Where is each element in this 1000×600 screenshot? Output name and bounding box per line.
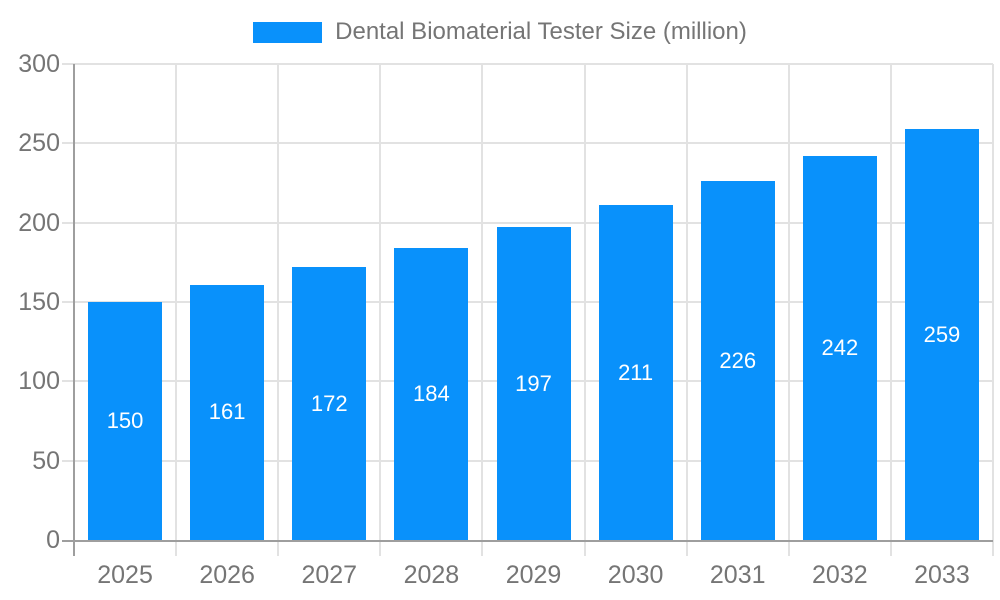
bar-value-label: 226 <box>719 347 757 373</box>
gridline-vertical <box>583 64 586 556</box>
gridline-horizontal <box>62 63 993 65</box>
bar-value-label: 184 <box>413 381 450 407</box>
bar-value-label: 211 <box>618 359 654 385</box>
bar-2028[interactable] <box>394 248 469 540</box>
y-tick-label: 50 <box>32 446 60 475</box>
legend-item[interactable]: Dental Biomaterial Tester Size (million) <box>253 18 747 46</box>
y-tick-label: 0 <box>46 526 60 554</box>
gridline-vertical <box>992 64 994 556</box>
bar-2030[interactable] <box>598 205 673 540</box>
bar-2032[interactable] <box>802 156 877 540</box>
bar-2027[interactable] <box>292 267 367 540</box>
x-axis-line <box>62 540 993 542</box>
x-tick-label: 2032 <box>812 561 868 589</box>
y-axis-line <box>73 64 75 556</box>
bar-2025[interactable] <box>88 302 163 540</box>
gridline-horizontal <box>62 142 993 145</box>
gridline-vertical <box>379 64 382 556</box>
y-tick-label: 150 <box>18 288 60 316</box>
x-tick-label: 2025 <box>97 561 153 589</box>
x-tick-label: 2033 <box>914 561 970 589</box>
gridline-horizontal <box>62 221 993 224</box>
bar-2026[interactable] <box>190 284 265 540</box>
bar-value-label: 172 <box>310 390 348 416</box>
x-tick-label: 2028 <box>403 561 460 589</box>
x-tick-label: 2026 <box>199 561 255 589</box>
bar-value-label: 242 <box>821 335 859 360</box>
bar-2033[interactable] <box>904 129 979 540</box>
y-tick-label: 250 <box>18 129 60 158</box>
legend-label: Dental Biomaterial Tester Size (million) <box>335 18 747 45</box>
bar-2029[interactable] <box>496 227 571 540</box>
x-tick-label: 2029 <box>505 561 562 589</box>
x-tick-label: 2027 <box>301 561 358 589</box>
gridline-vertical <box>481 64 484 556</box>
gridline-vertical <box>685 64 688 556</box>
y-tick-label: 300 <box>18 50 60 78</box>
bar-value-label: 259 <box>923 321 961 347</box>
gridline-vertical <box>175 64 178 556</box>
gridline-vertical <box>787 64 790 556</box>
gridline-vertical <box>889 64 892 556</box>
bar-value-label: 197 <box>515 370 552 396</box>
bar-2031[interactable] <box>700 181 775 540</box>
legend: Dental Biomaterial Tester Size (million) <box>0 18 1000 46</box>
bar-value-label: 150 <box>106 408 144 433</box>
gridline-vertical <box>277 64 280 556</box>
bar-value-label: 161 <box>208 399 246 425</box>
x-tick-label: 2031 <box>709 561 766 589</box>
y-tick-label: 100 <box>18 367 60 396</box>
x-tick-label: 2030 <box>607 561 664 589</box>
legend-swatch-icon <box>253 21 323 43</box>
y-tick-label: 200 <box>18 208 60 237</box>
